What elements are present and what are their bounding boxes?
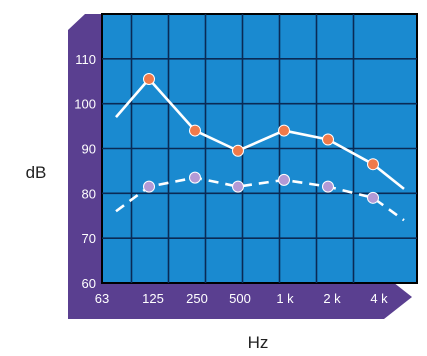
data-point-marker: [189, 171, 201, 184]
frame-background: [68, 14, 412, 319]
x-tick-label: 125: [142, 291, 164, 306]
x-tick-label: 63: [95, 291, 109, 306]
data-point-marker: [189, 124, 201, 137]
data-point-marker: [232, 144, 244, 157]
data-point-marker: [232, 180, 244, 193]
data-point-marker: [322, 133, 334, 146]
series-line-0: [115, 77, 405, 190]
x-tick-label: 250: [186, 291, 208, 306]
x-tick-label: 2 k: [323, 291, 341, 306]
x-tick-label: 4 k: [370, 291, 388, 306]
data-point-marker: [367, 191, 379, 204]
series-layer: [115, 73, 405, 222]
y-tick-label: 60: [82, 276, 96, 291]
x-tick-label: 1 k: [276, 291, 294, 306]
x-axis-title: Hz: [248, 333, 269, 352]
data-point-marker: [278, 173, 290, 186]
y-axis-ticks: 60 70 80 90 100 110: [74, 52, 96, 291]
y-tick-label: 110: [75, 52, 96, 67]
x-tick-label: 500: [229, 291, 251, 306]
y-tick-label: 90: [82, 142, 96, 157]
series-line-1: [115, 176, 405, 222]
x-axis-ticks: 63 125 250 500 1 k 2 k 4 k: [95, 291, 388, 306]
y-tick-label: 100: [74, 97, 96, 112]
data-point-marker: [278, 124, 290, 137]
y-tick-label: 80: [82, 186, 96, 201]
data-point-marker: [322, 180, 334, 193]
data-point-marker: [143, 180, 155, 193]
y-tick-label: 70: [82, 231, 96, 246]
data-point-marker: [143, 73, 155, 86]
y-axis-title: dB: [26, 163, 47, 182]
data-point-marker: [367, 158, 379, 171]
